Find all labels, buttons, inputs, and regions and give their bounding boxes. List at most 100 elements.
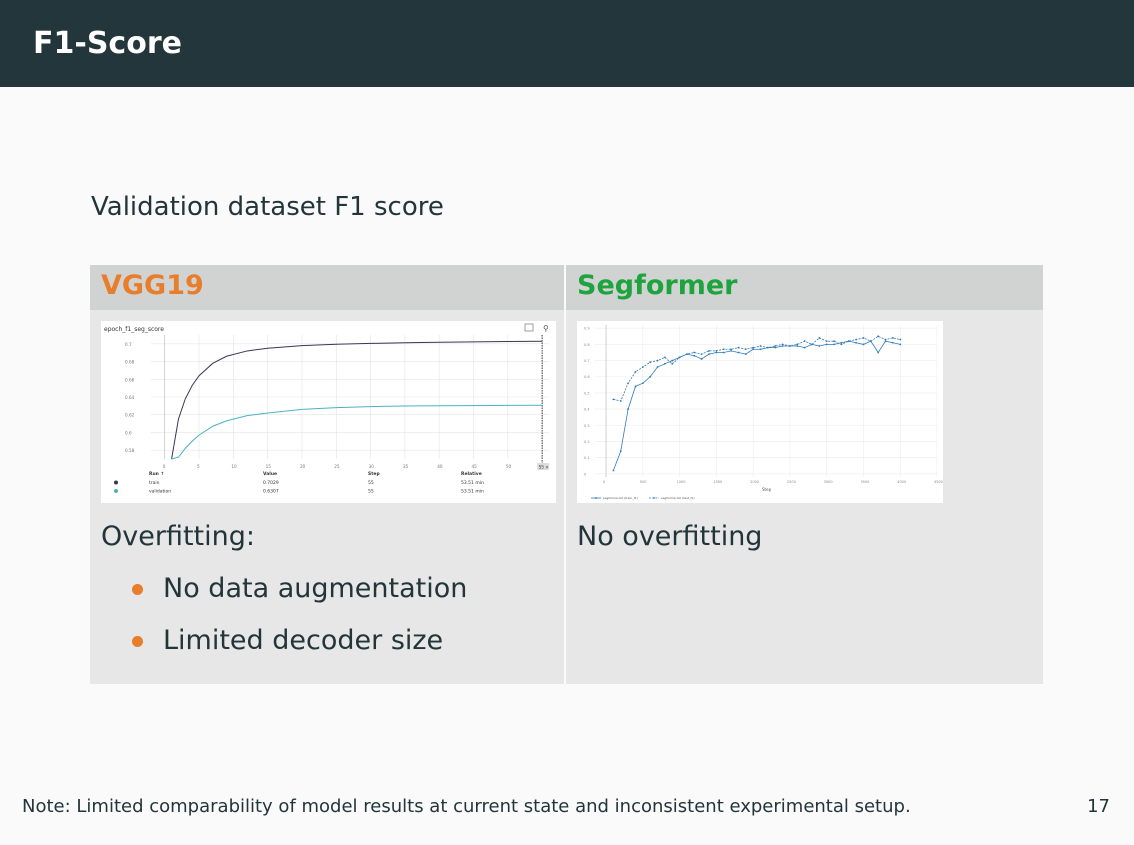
fit-icon	[524, 323, 534, 332]
bullet-text: No data augmentation	[163, 573, 468, 604]
data-point	[744, 348, 747, 351]
y-tick-label: 0.64	[125, 395, 135, 400]
x-tick-label: 30	[369, 464, 375, 469]
data-point	[663, 356, 666, 359]
y-tick-label: 0.6	[584, 375, 590, 379]
x-tick-label: 45	[472, 464, 478, 469]
table-header: Relative	[461, 471, 482, 477]
bullet-dot-icon	[132, 584, 143, 595]
data-point	[796, 345, 799, 347]
hover-label: 55 ×	[539, 465, 549, 470]
title-bar: F1-Score	[0, 0, 1134, 87]
data-point	[766, 346, 769, 349]
table-cell-run: train	[149, 480, 160, 486]
vgg19-header-cell: VGG19	[90, 265, 564, 310]
data-point	[884, 340, 887, 343]
series-line	[613, 335, 901, 402]
data-point	[737, 346, 740, 349]
data-point	[686, 353, 688, 356]
data-point	[671, 359, 674, 362]
data-point	[627, 382, 629, 385]
y-tick-label: 0.1	[584, 456, 590, 460]
data-point	[840, 343, 843, 346]
table-header: Run ↑	[149, 471, 164, 477]
data-point	[781, 343, 784, 346]
data-point	[840, 341, 843, 344]
data-point	[730, 349, 732, 352]
overfitting-reasons-list: No data augmentation Limited decoder siz…	[132, 571, 467, 675]
data-point	[862, 337, 865, 339]
x-tick-label: 500	[640, 480, 647, 484]
data-point	[708, 349, 710, 352]
pin-icon: ⚲	[543, 324, 549, 333]
data-point	[877, 351, 880, 354]
legend-label: segformer-b0 (test_f1)	[661, 496, 695, 500]
series-line-validation	[171, 404, 543, 460]
segformer-header-cell: Segformer	[566, 265, 1043, 310]
bullet-text: Limited decoder size	[163, 625, 444, 656]
segformer-header: Segformer	[577, 270, 738, 301]
data-point	[796, 343, 799, 346]
table-cell-value: 0.6307	[263, 489, 279, 495]
x-tick-label: 1500	[713, 480, 722, 484]
data-point	[715, 349, 718, 352]
data-point	[825, 340, 828, 343]
vgg19-column: VGG19 epoch_f1_seg_score ⚲ 0.58 0.6 0.62 0.64…	[90, 265, 564, 684]
data-point	[789, 345, 791, 347]
data-point	[619, 450, 622, 453]
data-point	[715, 351, 718, 354]
data-point	[855, 338, 857, 341]
y-tick-label: 0.2	[584, 440, 590, 444]
vgg19-f1-chart: epoch_f1_seg_score ⚲ 0.58 0.6 0.62 0.64 0.66 0.…	[104, 323, 550, 495]
table-header: Value	[263, 471, 277, 477]
data-point	[656, 359, 659, 362]
legend-marker	[653, 497, 655, 499]
data-point	[649, 361, 652, 364]
overfitting-caption: Overfitting:	[101, 521, 255, 552]
x-tick-label: 0	[163, 464, 166, 469]
x-tick-label: 50	[506, 464, 512, 469]
hover-badge	[537, 463, 550, 470]
y-tick-label: 0.66	[125, 377, 135, 382]
data-point	[774, 346, 777, 349]
data-point	[833, 340, 835, 343]
y-tick-label: 0.9	[584, 327, 590, 331]
table-cell-run: validation	[149, 489, 171, 495]
y-tick-label: 0.8	[584, 343, 590, 347]
data-point	[634, 370, 637, 373]
data-point	[774, 345, 777, 347]
x-tick-label: 1000	[677, 480, 686, 484]
run-color-dot	[114, 480, 118, 485]
x-tick-label: 4000	[897, 480, 906, 484]
segformer-chart-panel: 0 0.1 0.2 0.3 0.4 0.5 0.6 0.7 0.8 0.9 0 500 1000 1500…	[577, 321, 943, 503]
data-point	[700, 353, 703, 356]
y-tick-label: 0	[584, 472, 586, 476]
legend-marker	[595, 497, 597, 499]
series-line-train	[171, 340, 543, 460]
y-tick-label: 0.6	[125, 430, 132, 435]
table-cell-relative: 53.51 min	[461, 489, 484, 495]
data-point	[884, 338, 887, 341]
data-point	[803, 340, 806, 343]
y-tick-label: 0.3	[584, 424, 590, 428]
series-line	[613, 340, 901, 471]
data-point	[671, 362, 674, 365]
y-tick-label: 0.58	[125, 448, 135, 453]
data-point	[803, 346, 806, 349]
footnote: Note: Limited comparability of model res…	[22, 796, 911, 817]
list-item: No data augmentation	[132, 571, 467, 623]
data-point	[833, 343, 835, 346]
data-point	[818, 345, 821, 347]
y-tick-label: 0.7	[584, 359, 590, 363]
data-point	[722, 351, 725, 354]
data-point	[818, 337, 821, 339]
data-point	[678, 356, 681, 359]
data-point	[700, 358, 703, 360]
data-point	[869, 340, 872, 343]
table-cell-value: 0.7029	[263, 480, 279, 486]
data-point	[752, 346, 755, 349]
x-tick-label: 0	[603, 480, 605, 484]
data-point	[899, 338, 902, 341]
y-tick-label: 0.5	[584, 391, 590, 395]
chart-title: epoch_f1_seg_score	[104, 326, 164, 333]
